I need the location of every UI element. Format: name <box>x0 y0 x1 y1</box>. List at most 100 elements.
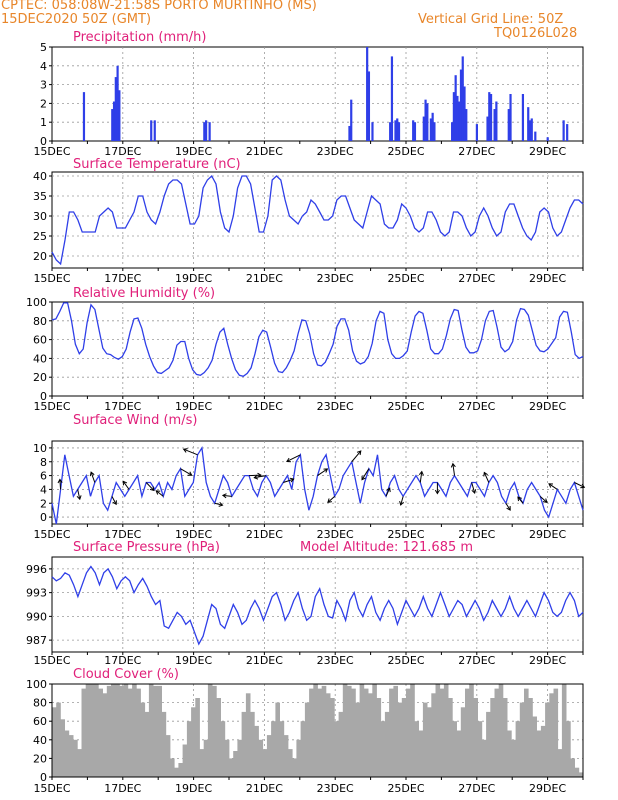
wind-arrow <box>122 481 130 490</box>
cloud-bar <box>283 735 289 777</box>
precip-bar <box>431 112 434 141</box>
panel-2 <box>49 171 584 271</box>
wind-arrow <box>214 502 223 506</box>
x-tick-label: 19DEC <box>175 528 212 541</box>
y-tick-label: 80 <box>33 315 47 328</box>
y-tick-label: 80 <box>33 697 47 710</box>
precip-bar <box>203 122 206 141</box>
wind-arrow <box>548 483 558 490</box>
wind-arrow <box>419 471 423 483</box>
x-tick-label: 19DEC <box>175 145 212 158</box>
x-tick-label: 17DEC <box>104 272 141 285</box>
x-tick-label: 21DEC <box>246 654 283 667</box>
cloud-bar <box>271 721 276 777</box>
x-tick-label: 29DEC <box>529 782 566 795</box>
wind-arrow <box>361 468 370 480</box>
precip-bar <box>208 122 211 141</box>
cloud-bar <box>532 716 537 777</box>
panel-title: Surface Pressure (hPa) <box>73 540 220 555</box>
panel-title: Precipitation (mm/h) <box>73 30 206 45</box>
x-tick-label: 25DEC <box>387 145 424 158</box>
x-tick-label: 15DEC <box>33 400 70 413</box>
x-tick-label: 23DEC <box>317 400 354 413</box>
precip-bar <box>82 92 86 141</box>
cloud-bar <box>465 688 470 777</box>
cloud-bar <box>566 721 571 777</box>
cloud-bar <box>245 693 251 777</box>
x-tick-label: 17DEC <box>104 145 141 158</box>
cloud-bar <box>292 758 297 777</box>
x-tick-label: 19DEC <box>175 400 212 413</box>
wind-arrow-head <box>483 471 488 477</box>
y-tick-label: 100 <box>26 296 47 309</box>
wind-arrow-head <box>286 457 291 463</box>
wind-arrow-head <box>112 500 117 506</box>
x-tick-label: 17DEC <box>104 400 141 413</box>
cloud-bar <box>81 688 87 777</box>
cloud-bar <box>553 688 559 777</box>
precip-bar <box>112 101 116 141</box>
precip-bar <box>389 122 392 141</box>
cloud-bar <box>102 693 108 777</box>
cloud-bar <box>401 698 407 777</box>
cloud-bar <box>321 685 327 777</box>
precip-bar <box>422 116 425 141</box>
wind-arrow-head <box>76 495 82 501</box>
wind-arrow-head <box>323 468 329 473</box>
cloud-bar <box>477 721 483 777</box>
y-tick-label: 0 <box>40 390 47 403</box>
cloud-bar <box>317 688 323 777</box>
series-line <box>51 174 584 266</box>
y-tick-label: 990 <box>26 610 47 623</box>
cloud-bar <box>330 698 335 777</box>
x-tick-label: 21DEC <box>246 528 283 541</box>
y-tick-label: 20 <box>33 752 47 765</box>
x-tick-label: 17DEC <box>104 654 141 667</box>
precip-bar <box>390 56 394 141</box>
x-tick-label: 25DEC <box>387 528 424 541</box>
cloud-bar <box>448 698 453 777</box>
cloud-bar <box>186 721 192 777</box>
precip-bar <box>451 122 454 141</box>
wind-arrow <box>183 448 198 456</box>
cloud-bar <box>456 730 462 777</box>
x-tick-label: 15DEC <box>33 528 70 541</box>
wind-arrow <box>539 495 548 503</box>
x-tick-label: 27DEC <box>458 400 495 413</box>
cloud-bar <box>73 739 78 777</box>
wind-arrow-head <box>399 500 404 506</box>
precip-bar <box>495 101 498 141</box>
precip-bar <box>465 109 468 141</box>
y-tick-label: 4 <box>40 483 47 496</box>
x-tick-label: 17DEC <box>104 528 141 541</box>
panel-title: Surface Wind (m/s) <box>73 413 197 428</box>
cloud-bar <box>507 730 512 777</box>
cloud-bar <box>469 684 474 777</box>
x-tick-label: 15DEC <box>33 272 70 285</box>
cloud-bar <box>406 688 411 777</box>
cloud-bar <box>262 749 268 777</box>
cloud-bar <box>254 725 259 777</box>
panel-annotation: Model Altitude: 121.685 m <box>300 540 473 555</box>
wind-arrow <box>327 495 335 503</box>
x-tick-label: 27DEC <box>458 782 495 795</box>
cloud-bar <box>266 735 272 777</box>
x-tick-label: 29DEC <box>529 528 566 541</box>
cloud-bar <box>220 721 226 777</box>
cloud-bar <box>515 721 521 777</box>
cloud-bar <box>296 739 301 777</box>
cloud-bar <box>174 767 179 777</box>
cloud-bar <box>178 763 183 777</box>
cloud-bar <box>460 707 466 778</box>
cloud-bar <box>549 693 554 777</box>
precip-bar <box>452 92 455 141</box>
cloud-bar <box>241 711 247 777</box>
wind-arrow-head <box>182 448 188 453</box>
wind-arrow <box>77 489 81 500</box>
x-tick-label: 25DEC <box>387 272 424 285</box>
cloud-bar <box>397 702 403 777</box>
cloud-bar <box>524 688 529 777</box>
cloud-bar <box>309 688 314 777</box>
precip-bar <box>433 122 436 141</box>
wind-arrow-head <box>517 496 522 502</box>
